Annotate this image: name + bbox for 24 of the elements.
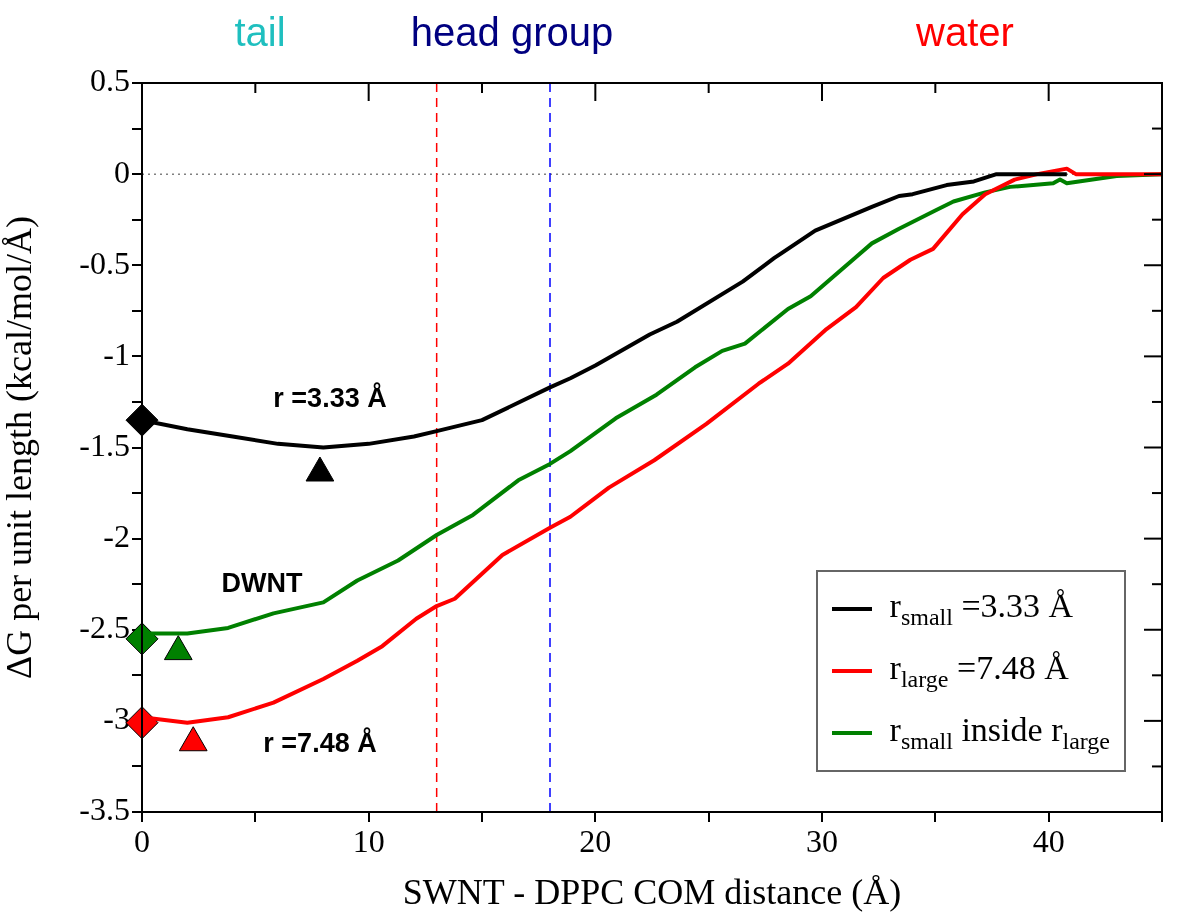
- x-tick-label: 10: [352, 822, 385, 859]
- x-tick-label: 40: [1032, 822, 1065, 859]
- x-axis-title: SWNT - DPPC COM distance (Å): [402, 871, 902, 912]
- y-tick-label: -3.5: [79, 791, 130, 828]
- legend-label: r$_{small}$ =3.33 Å: [889, 587, 1074, 631]
- legend-label: r$_{small}$ inside r$_{large}$: [889, 711, 1110, 755]
- y-tick-label: -1.5: [79, 426, 130, 463]
- text: water: [915, 10, 1014, 55]
- annotation: DWNT: [221, 568, 303, 599]
- y-tick-label: -0.5: [79, 244, 130, 281]
- annotation: r =7.48 Å: [263, 727, 377, 759]
- legend-label: r$_{large}$ =7.48 Å: [889, 649, 1069, 693]
- y-axis-title: ΔG per unit length (kcal/mol/Å): [0, 215, 40, 680]
- y-tick-label: 0.5: [90, 62, 130, 99]
- x-tick-label: 20: [579, 822, 612, 859]
- x-tick-label: 30: [806, 822, 838, 859]
- y-tick-label: -3: [103, 700, 130, 737]
- y-tick-label: -2: [103, 518, 130, 555]
- text: tail: [234, 10, 286, 55]
- text: head group: [410, 10, 614, 55]
- annotation: r =3.33 Å: [273, 382, 387, 414]
- y-tick-label: -2.5: [79, 609, 130, 646]
- y-tick-label: -1: [103, 335, 130, 372]
- y-tick-label: 0: [114, 153, 130, 190]
